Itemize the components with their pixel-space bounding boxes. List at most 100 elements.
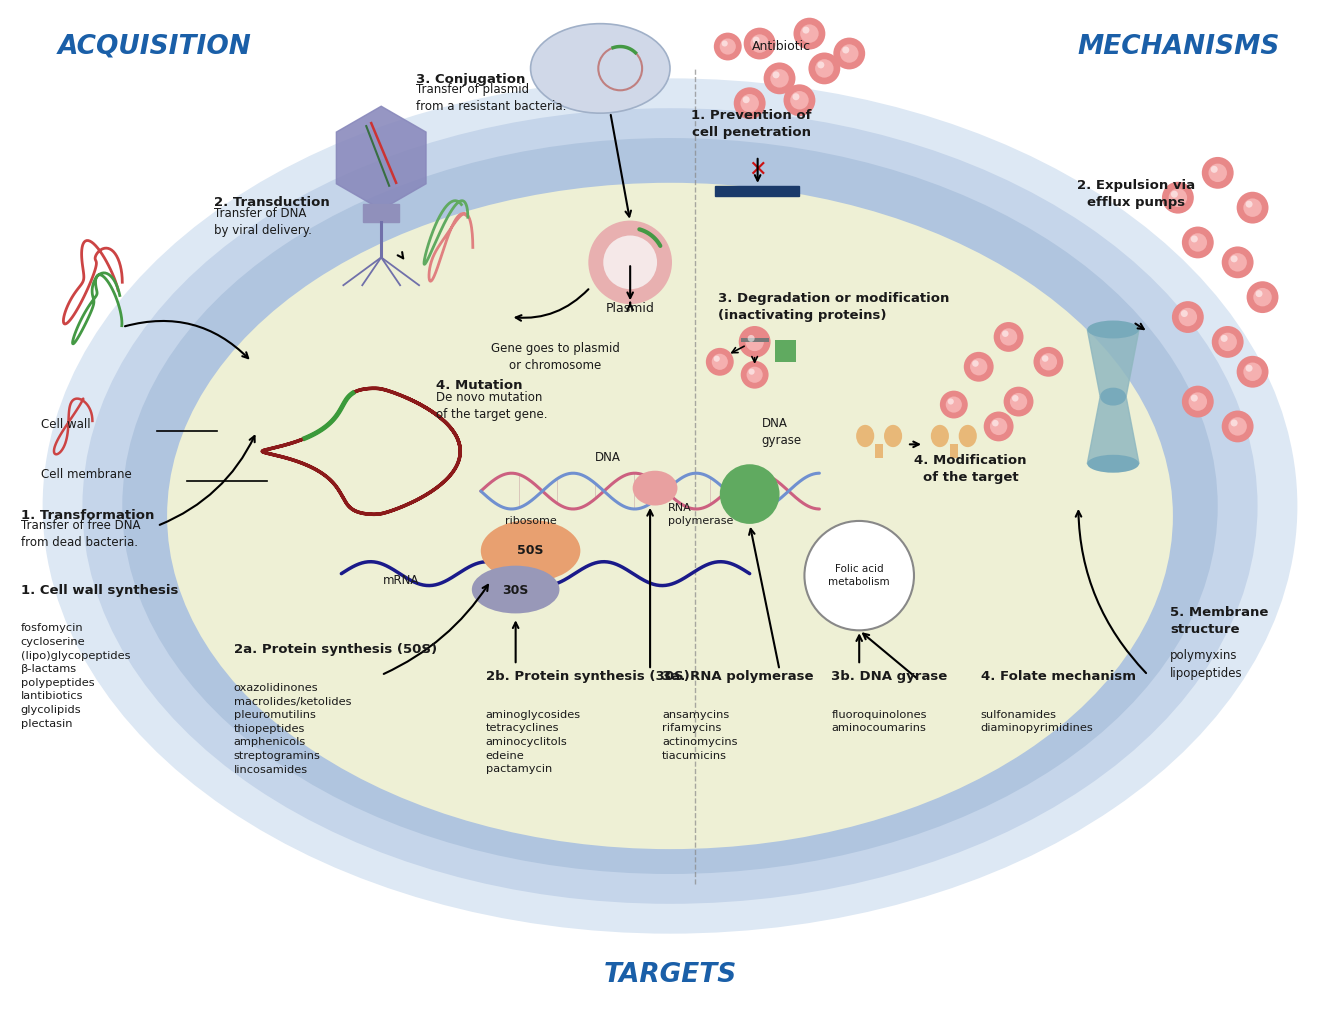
Circle shape — [939, 390, 967, 419]
Polygon shape — [1087, 329, 1139, 396]
Circle shape — [722, 41, 728, 47]
Circle shape — [1179, 308, 1197, 326]
Wedge shape — [741, 328, 769, 342]
Circle shape — [745, 332, 764, 352]
Circle shape — [1000, 328, 1017, 345]
Text: Transfer of DNA
by viral delivery.: Transfer of DNA by viral delivery. — [214, 206, 312, 237]
Polygon shape — [336, 107, 426, 209]
Circle shape — [1033, 346, 1064, 377]
Circle shape — [1229, 253, 1248, 271]
Bar — [875, 444, 883, 458]
Circle shape — [1211, 166, 1218, 173]
Circle shape — [833, 38, 866, 69]
Circle shape — [1246, 281, 1278, 313]
Text: 4. Folate mechanism: 4. Folate mechanism — [981, 671, 1136, 683]
Circle shape — [764, 62, 796, 94]
Bar — [950, 444, 958, 458]
Circle shape — [815, 59, 833, 77]
Circle shape — [588, 220, 671, 304]
Ellipse shape — [531, 23, 670, 113]
Bar — [714, 186, 800, 196]
Text: Plasmid: Plasmid — [606, 302, 655, 315]
Circle shape — [970, 358, 988, 376]
Circle shape — [1222, 247, 1254, 278]
Polygon shape — [1087, 396, 1139, 463]
Circle shape — [714, 356, 720, 362]
Text: 4. Mutation: 4. Mutation — [436, 379, 523, 391]
Text: MECHANISMS: MECHANISMS — [1077, 34, 1280, 60]
Circle shape — [734, 87, 765, 119]
Text: 3. Conjugation: 3. Conjugation — [415, 73, 525, 86]
Circle shape — [1004, 387, 1033, 417]
Circle shape — [1209, 164, 1227, 182]
Circle shape — [706, 347, 734, 376]
Circle shape — [994, 322, 1024, 352]
Circle shape — [840, 45, 859, 63]
Circle shape — [803, 26, 809, 34]
Text: Transfer of free DNA
from dead bacteria.: Transfer of free DNA from dead bacteria. — [20, 519, 141, 549]
Circle shape — [1043, 356, 1048, 362]
Text: Folic acid
metabolism: Folic acid metabolism — [828, 564, 890, 587]
Circle shape — [792, 93, 800, 101]
Circle shape — [742, 97, 749, 104]
Circle shape — [1191, 236, 1198, 243]
Text: ribosome: ribosome — [505, 516, 556, 526]
Circle shape — [1191, 394, 1198, 401]
Text: TARGETS: TARGETS — [603, 962, 737, 989]
Circle shape — [1230, 255, 1238, 262]
Ellipse shape — [931, 425, 949, 447]
Ellipse shape — [122, 138, 1218, 874]
Circle shape — [804, 521, 914, 630]
Ellipse shape — [168, 183, 1172, 849]
Text: Cell membrane: Cell membrane — [40, 468, 131, 482]
Circle shape — [1040, 354, 1057, 371]
Circle shape — [1230, 420, 1238, 427]
Ellipse shape — [1100, 388, 1126, 405]
Text: 3b. DNA gyrase: 3b. DNA gyrase — [831, 671, 947, 683]
Text: 2. Expulsion via
efflux pumps: 2. Expulsion via efflux pumps — [1077, 179, 1195, 208]
Circle shape — [793, 17, 825, 50]
Text: Transfer of plasmid
from a resistant bacteria.: Transfer of plasmid from a resistant bac… — [415, 83, 567, 113]
Circle shape — [1253, 288, 1272, 307]
Circle shape — [992, 420, 998, 427]
Text: Antibiotic: Antibiotic — [752, 40, 811, 53]
Text: Cell wall: Cell wall — [40, 419, 90, 432]
Text: 1. Prevention of
cell penetration: 1. Prevention of cell penetration — [691, 109, 812, 139]
Text: ✕: ✕ — [748, 160, 766, 180]
Circle shape — [1181, 310, 1187, 317]
Text: oxazolidinones
macrolides/ketolides
pleuromutilins
thiopeptides
amphenicols
stre: oxazolidinones macrolides/ketolides pleu… — [233, 683, 351, 774]
Text: sulfonamides
diaminopyrimidines: sulfonamides diaminopyrimidines — [981, 710, 1093, 734]
Text: DNA
gyrase: DNA gyrase — [761, 418, 801, 447]
Circle shape — [750, 35, 769, 53]
Circle shape — [990, 418, 1008, 435]
Circle shape — [1218, 332, 1237, 352]
Text: 1. Cell wall synthesis: 1. Cell wall synthesis — [20, 583, 178, 596]
Circle shape — [1171, 191, 1178, 198]
Text: 5. Membrane
structure: 5. Membrane structure — [1170, 607, 1268, 636]
Circle shape — [741, 361, 769, 389]
Text: fluoroquinolones
aminocoumarins: fluoroquinolones aminocoumarins — [831, 710, 927, 734]
Text: 1. Transformation: 1. Transformation — [20, 509, 154, 522]
Circle shape — [1229, 418, 1248, 436]
Circle shape — [1182, 227, 1214, 258]
Text: mRNA: mRNA — [383, 574, 419, 586]
Circle shape — [753, 37, 760, 44]
Ellipse shape — [43, 78, 1297, 934]
Circle shape — [1172, 301, 1203, 333]
Bar — [363, 203, 399, 221]
Bar — [775, 340, 796, 362]
Circle shape — [817, 61, 824, 68]
Circle shape — [773, 71, 780, 78]
Circle shape — [1168, 189, 1187, 207]
Text: RNA
polymerase: RNA polymerase — [669, 503, 733, 526]
Circle shape — [1237, 192, 1269, 224]
Circle shape — [1221, 335, 1227, 342]
Circle shape — [1202, 156, 1234, 189]
Circle shape — [1189, 234, 1207, 252]
Text: ACQUISITION: ACQUISITION — [58, 34, 252, 60]
Text: 2a. Protein synthesis (50S): 2a. Protein synthesis (50S) — [233, 643, 437, 656]
Circle shape — [1002, 330, 1009, 337]
Circle shape — [1012, 395, 1018, 401]
Circle shape — [1162, 182, 1194, 213]
Ellipse shape — [632, 470, 678, 506]
